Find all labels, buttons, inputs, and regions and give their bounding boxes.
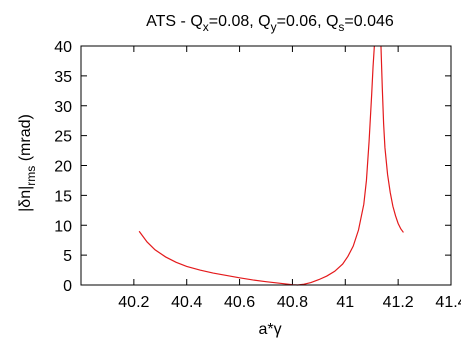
y-axis-label: |δn|rms (mrad) bbox=[17, 114, 38, 212]
svg-text:|δn|rms (mrad): |δn|rms (mrad) bbox=[17, 114, 38, 212]
x-tick-label: 41.2 bbox=[383, 294, 414, 311]
x-tick-label: 41 bbox=[336, 294, 354, 311]
y-tick-label: 5 bbox=[63, 248, 72, 265]
x-tick-label: 41.4 bbox=[435, 294, 461, 311]
plot-area bbox=[138, 45, 404, 286]
x-tick-label: 40.6 bbox=[224, 294, 255, 311]
y-tick-label: 0 bbox=[63, 278, 72, 295]
y-tick-label: 40 bbox=[54, 39, 72, 56]
y-tick-label: 15 bbox=[54, 188, 72, 205]
y-tick-label: 10 bbox=[54, 218, 72, 235]
y-tick-label: 20 bbox=[54, 159, 72, 176]
chart-title: ATS - Qx=0.08, Qy=0.06, Qs=0.046 bbox=[146, 13, 394, 34]
x-tick-label: 40.8 bbox=[277, 294, 308, 311]
x-tick-label: 40.2 bbox=[118, 294, 149, 311]
y-tick-label: 25 bbox=[54, 129, 72, 146]
x-tick-label: 40.4 bbox=[171, 294, 202, 311]
svg-text:ATS - Qx=0.08, Qy=0.06, Qs=0.0: ATS - Qx=0.08, Qy=0.06, Qs=0.046 bbox=[146, 13, 394, 34]
series-line-segment-1 bbox=[138, 45, 375, 286]
axis-ticks: 40.2 40.4 40.6 40.8 41 41.2 41.4 0 5 10 15 20 25 30 35… bbox=[54, 39, 461, 311]
plot-frame bbox=[80, 45, 452, 286]
y-tick-label: 30 bbox=[54, 99, 72, 116]
series-line-segment-2 bbox=[380, 45, 404, 233]
y-tick-label: 35 bbox=[54, 69, 72, 86]
x-axis-label: a*γ bbox=[258, 321, 281, 338]
